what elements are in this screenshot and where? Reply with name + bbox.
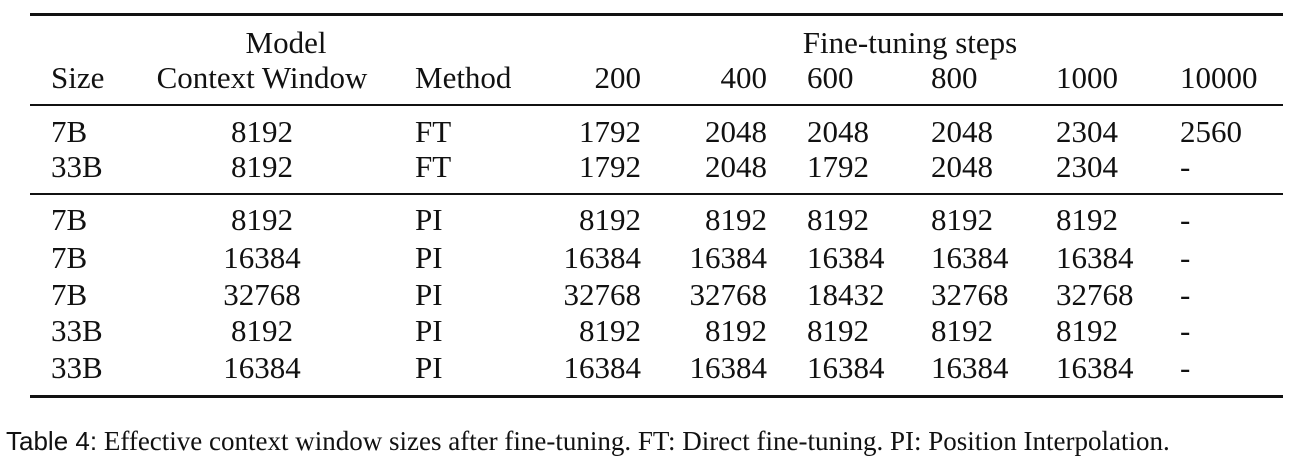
cell-context: 8192 (231, 202, 293, 237)
header-fine-tuning-steps: Fine-tuning steps (802, 25, 1018, 60)
cell-context: 32768 (223, 277, 301, 312)
cell-method: PI (415, 277, 443, 312)
cell-step-600: 2048 (807, 114, 869, 149)
cell-step-10000: - (1180, 350, 1191, 385)
cell-method: PI (415, 350, 443, 385)
cell-step-800: 2048 (931, 149, 993, 184)
caption-label: Table 4: (6, 426, 98, 456)
cell-step-1000: 2304 (1056, 149, 1118, 184)
cell-step-200: 8192 (579, 202, 641, 237)
cell-step-10000: - (1180, 240, 1191, 275)
cell-size: 7B (51, 202, 88, 237)
cell-size: 7B (51, 114, 88, 149)
cell-step-1000: 2304 (1056, 114, 1118, 149)
cell-step-600: 16384 (807, 240, 885, 275)
cell-size: 33B (51, 149, 103, 184)
cell-step-600: 8192 (807, 313, 869, 348)
cell-method: PI (415, 313, 443, 348)
cell-step-600: 8192 (807, 202, 869, 237)
cell-step-10000: - (1180, 149, 1191, 184)
cell-step-1000: 32768 (1056, 277, 1134, 312)
cell-step-1000: 16384 (1056, 350, 1134, 385)
cell-step-600: 1792 (807, 149, 869, 184)
caption-text: Effective context window sizes after fin… (103, 426, 1170, 456)
cell-size: 7B (51, 240, 88, 275)
cell-context: 8192 (231, 313, 293, 348)
header-step-200: 200 (594, 60, 642, 95)
cell-step-200: 16384 (563, 240, 642, 275)
cell-step-800: 8192 (931, 202, 993, 237)
cell-step-600: 16384 (807, 350, 885, 385)
cell-method: PI (415, 202, 443, 237)
cell-step-400: 32768 (689, 277, 768, 312)
cell-step-600: 18432 (807, 277, 885, 312)
cell-context: 16384 (223, 240, 301, 275)
cell-step-10000: - (1180, 202, 1191, 237)
cell-context: 8192 (231, 114, 293, 149)
cell-step-1000: 8192 (1056, 313, 1118, 348)
header-step-600: 600 (807, 60, 854, 95)
table-caption: Table 4: Effective context window sizes … (6, 424, 1170, 458)
cell-method: FT (415, 149, 452, 184)
header-model: Model (245, 25, 327, 60)
cell-step-800: 16384 (931, 240, 1009, 275)
cell-step-400: 16384 (689, 240, 768, 275)
cell-step-200: 8192 (579, 313, 641, 348)
cell-context: 16384 (223, 350, 301, 385)
table-header-rule (30, 104, 1283, 106)
cell-step-400: 8192 (705, 313, 767, 348)
cell-step-800: 32768 (931, 277, 1009, 312)
cell-size: 33B (51, 313, 103, 348)
cell-step-10000: 2560 (1180, 114, 1242, 149)
header-step-10000: 10000 (1180, 60, 1258, 95)
cell-step-200: 1792 (579, 114, 641, 149)
table-top-rule (30, 13, 1283, 16)
cell-method: FT (415, 114, 452, 149)
cell-step-800: 2048 (931, 114, 993, 149)
cell-step-400: 8192 (705, 202, 767, 237)
cell-step-400: 2048 (705, 114, 767, 149)
cell-step-200: 32768 (563, 277, 642, 312)
cell-step-200: 16384 (563, 350, 642, 385)
cell-size: 33B (51, 350, 103, 385)
cell-size: 7B (51, 277, 88, 312)
cell-step-800: 16384 (931, 350, 1009, 385)
table-mid-rule (30, 193, 1283, 195)
cell-step-1000: 16384 (1056, 240, 1134, 275)
cell-method: PI (415, 240, 443, 275)
cell-step-10000: - (1180, 277, 1191, 312)
header-step-1000: 1000 (1056, 60, 1118, 95)
cell-context: 8192 (231, 149, 293, 184)
cell-step-10000: - (1180, 313, 1191, 348)
table-bottom-rule (30, 395, 1283, 398)
cell-step-1000: 8192 (1056, 202, 1118, 237)
cell-step-800: 8192 (931, 313, 993, 348)
header-step-800: 800 (931, 60, 978, 95)
header-size: Size (51, 60, 105, 95)
header-step-400: 400 (720, 60, 768, 95)
cell-step-400: 2048 (705, 149, 767, 184)
header-context-window: Context Window (156, 60, 368, 95)
cell-step-200: 1792 (579, 149, 641, 184)
header-method: Method (415, 60, 512, 95)
cell-step-400: 16384 (689, 350, 768, 385)
